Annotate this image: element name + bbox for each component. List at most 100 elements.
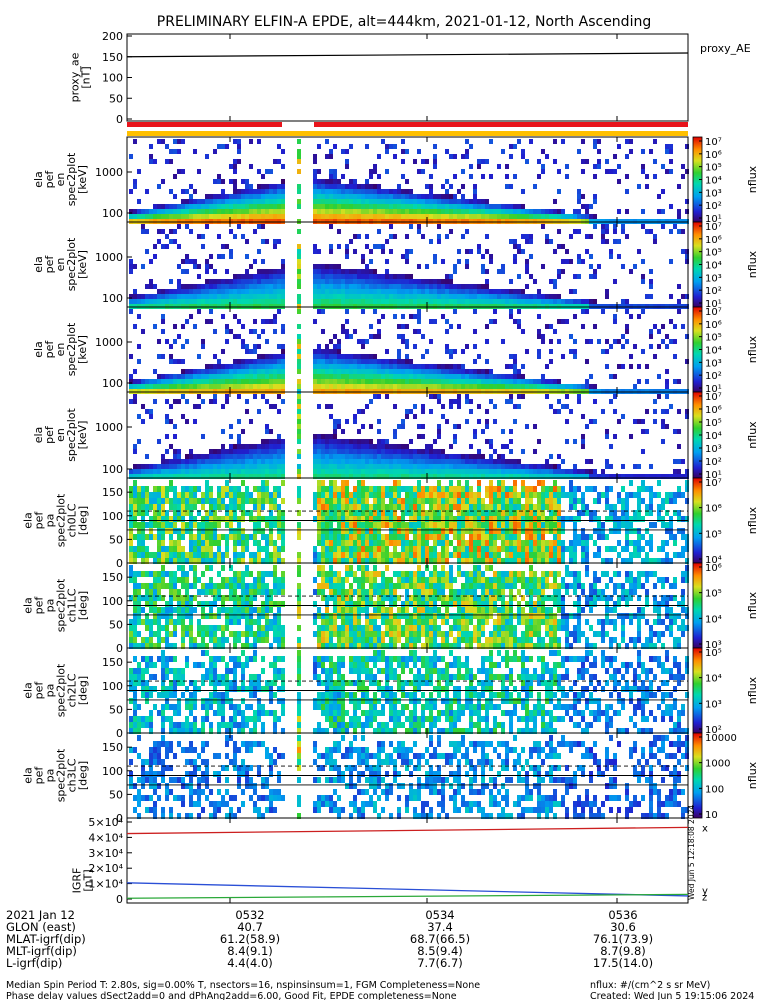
spec-cell	[129, 516, 133, 522]
spec-cell	[189, 194, 193, 199]
spec-cell	[529, 294, 533, 299]
spec-cell	[349, 459, 353, 464]
spec-cell	[341, 454, 345, 459]
spec-cell	[485, 284, 489, 289]
spec-cell	[233, 364, 237, 369]
spec-cell	[441, 522, 445, 528]
spec-cell	[229, 384, 233, 389]
spec-cell	[177, 516, 181, 522]
spec-cell	[221, 254, 225, 259]
spec-cell	[445, 299, 449, 304]
spec-cell	[333, 274, 337, 279]
spec-cell	[421, 404, 425, 409]
spec-cell	[525, 504, 529, 510]
spec-cell	[525, 516, 529, 522]
spec-cell	[353, 449, 357, 454]
spec-cell	[173, 299, 177, 304]
spec-cell	[261, 289, 265, 294]
spec-cell	[445, 528, 449, 534]
spec-cell	[401, 459, 405, 464]
spec-cell	[133, 504, 137, 510]
spec-cell	[257, 169, 261, 174]
spec-cell	[229, 492, 233, 498]
spec-cell	[505, 492, 509, 498]
spec-cell	[461, 299, 465, 304]
spec-cell	[485, 540, 489, 546]
spec-cell	[225, 459, 229, 464]
colorbar-tick-label: 10⁴	[705, 346, 722, 357]
spec-cell	[245, 409, 249, 414]
spec-cell	[133, 480, 137, 486]
spec-cell	[385, 492, 389, 498]
spec-cell	[497, 474, 501, 479]
spec-cell	[369, 194, 373, 199]
spec-cell	[161, 294, 165, 299]
spec-cell	[381, 510, 385, 516]
spec-cell	[157, 139, 161, 144]
spec-cell	[317, 516, 321, 522]
y-tick-label: 1000	[95, 166, 123, 179]
spec-cell	[209, 504, 213, 510]
colorbar-tick-label: 10¹	[705, 470, 722, 481]
colorbar-tick-label: 10⁴	[705, 176, 722, 187]
spec-cell	[257, 498, 261, 504]
spec-cell	[277, 486, 281, 492]
spec-cell	[241, 469, 245, 474]
spec-cell	[261, 374, 265, 379]
spec-cell	[381, 552, 385, 558]
spec-cell	[277, 534, 281, 540]
spec-cell	[201, 474, 205, 479]
spec-cell	[469, 294, 473, 299]
spec-cell	[253, 274, 257, 279]
spec-cell	[317, 379, 321, 384]
spec-cell	[249, 264, 253, 269]
spec-cell	[421, 379, 425, 384]
spec-cell	[253, 540, 257, 546]
ylabel-line: ela	[32, 256, 45, 273]
spec-cell	[393, 154, 397, 159]
spec-cell	[189, 464, 193, 469]
spec-cell	[437, 486, 441, 492]
spec-cell	[501, 540, 505, 546]
spec-cell	[237, 279, 241, 284]
spec-cell	[537, 474, 541, 479]
spec-cell	[233, 492, 237, 498]
spec-cell	[641, 349, 645, 354]
spec-cell	[361, 184, 365, 189]
spec-cell	[517, 274, 521, 279]
spec-cell	[397, 289, 401, 294]
spec-cell	[217, 558, 221, 564]
spec-cell	[265, 399, 269, 404]
spec-cell	[185, 399, 189, 404]
spec-cell	[357, 234, 361, 239]
spec-cell	[345, 510, 349, 516]
spec-cell	[377, 244, 381, 249]
spec-cell	[553, 294, 557, 299]
spec-cell	[273, 492, 277, 498]
spec-cell	[469, 552, 473, 558]
spec-cell	[265, 299, 269, 304]
spec-cell	[401, 334, 405, 339]
spec-cell	[241, 209, 245, 214]
spec-cell	[365, 209, 369, 214]
spec-cell	[449, 552, 453, 558]
spec-cell	[413, 209, 417, 214]
spec-cell	[213, 510, 217, 516]
spec-cell	[377, 552, 381, 558]
spec-cell	[425, 510, 429, 516]
spec-cell	[337, 504, 341, 510]
spec-cell	[333, 558, 337, 564]
spec-cell	[381, 558, 385, 564]
spec-cell	[329, 486, 333, 492]
spec-cell	[461, 498, 465, 504]
spec-cell	[617, 239, 621, 244]
spec-cell	[405, 498, 409, 504]
spec-cell	[277, 439, 281, 444]
spec-cell	[221, 214, 225, 219]
spec-cell	[197, 404, 201, 409]
spec-cell	[645, 229, 649, 234]
spec-cell	[401, 449, 405, 454]
spec-cell	[409, 409, 413, 414]
spec-cell	[433, 394, 437, 399]
spec-cell	[361, 289, 365, 294]
